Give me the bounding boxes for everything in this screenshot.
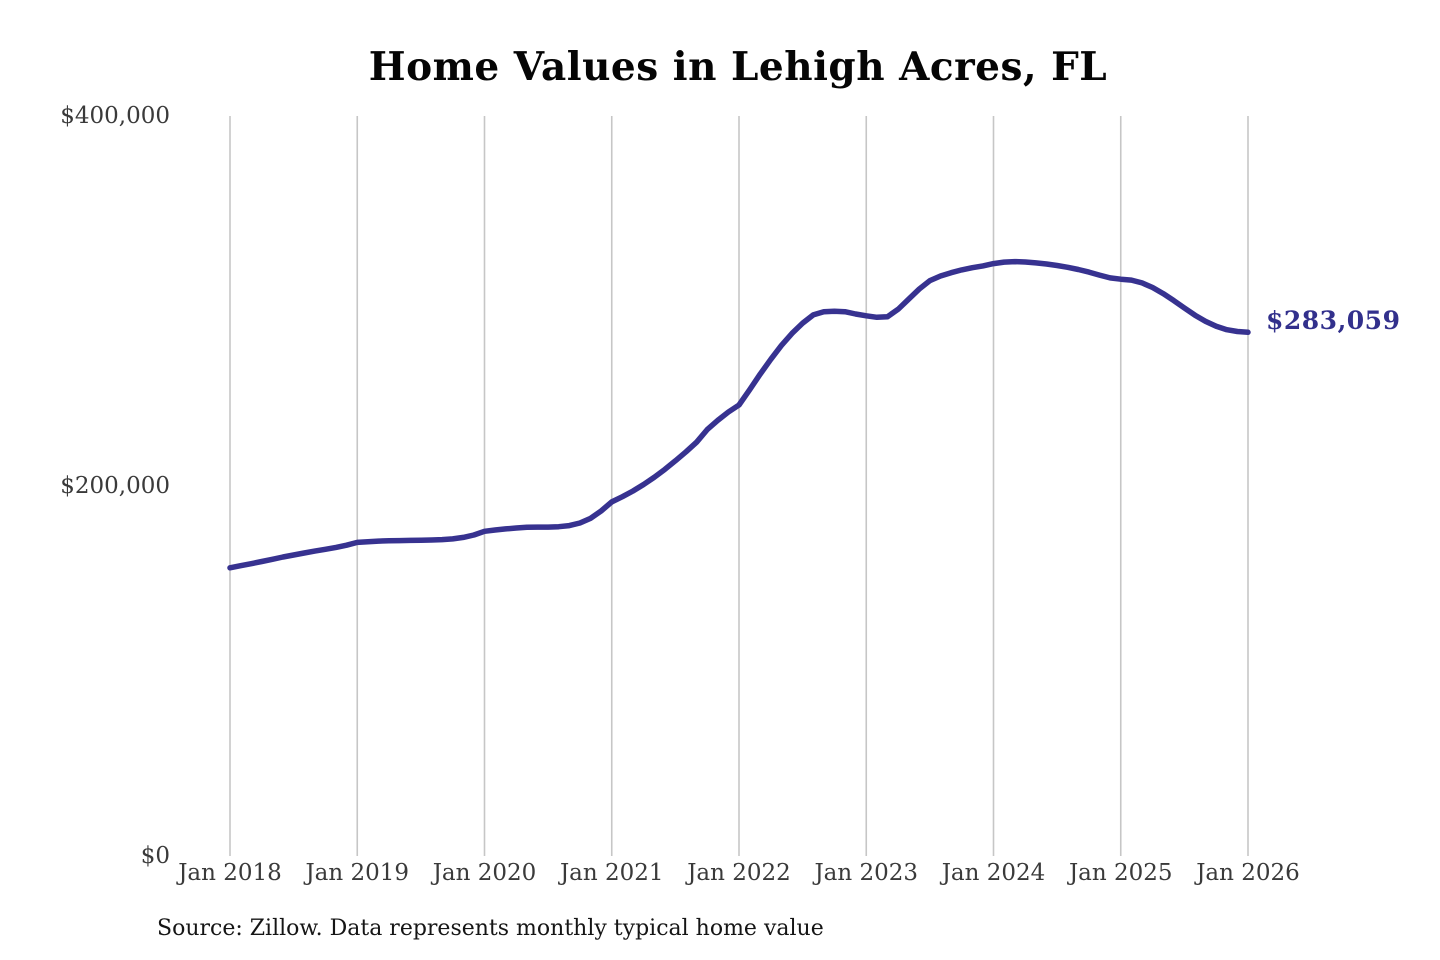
y-axis-tick-label: $0 — [140, 843, 170, 869]
x-axis-tick-label: Jan 2024 — [941, 860, 1046, 886]
source-note: Source: Zillow. Data represents monthly … — [157, 916, 824, 941]
x-axis-tick-label: Jan 2018 — [178, 860, 282, 886]
latest-value-label: $283,059 — [1266, 306, 1401, 336]
y-axis-tick-label: $200,000 — [60, 473, 170, 499]
x-axis-tick-label: Jan 2026 — [1196, 860, 1300, 886]
x-axis-tick-label: Jan 2022 — [687, 860, 791, 886]
x-axis-tick-label: Jan 2025 — [1068, 860, 1173, 886]
chart-title: Home Values in Lehigh Acres, FL — [368, 44, 1108, 90]
x-axis-tick-label: Jan 2019 — [305, 860, 410, 886]
home-value-trend-line — [227, 258, 1251, 571]
x-axis-tick-label: Jan 2021 — [559, 860, 664, 886]
y-axis-tick-label: $400,000 — [60, 103, 170, 129]
x-axis-tick-label: Jan 2020 — [432, 860, 537, 886]
x-axis-tick-label: Jan 2023 — [814, 860, 919, 886]
